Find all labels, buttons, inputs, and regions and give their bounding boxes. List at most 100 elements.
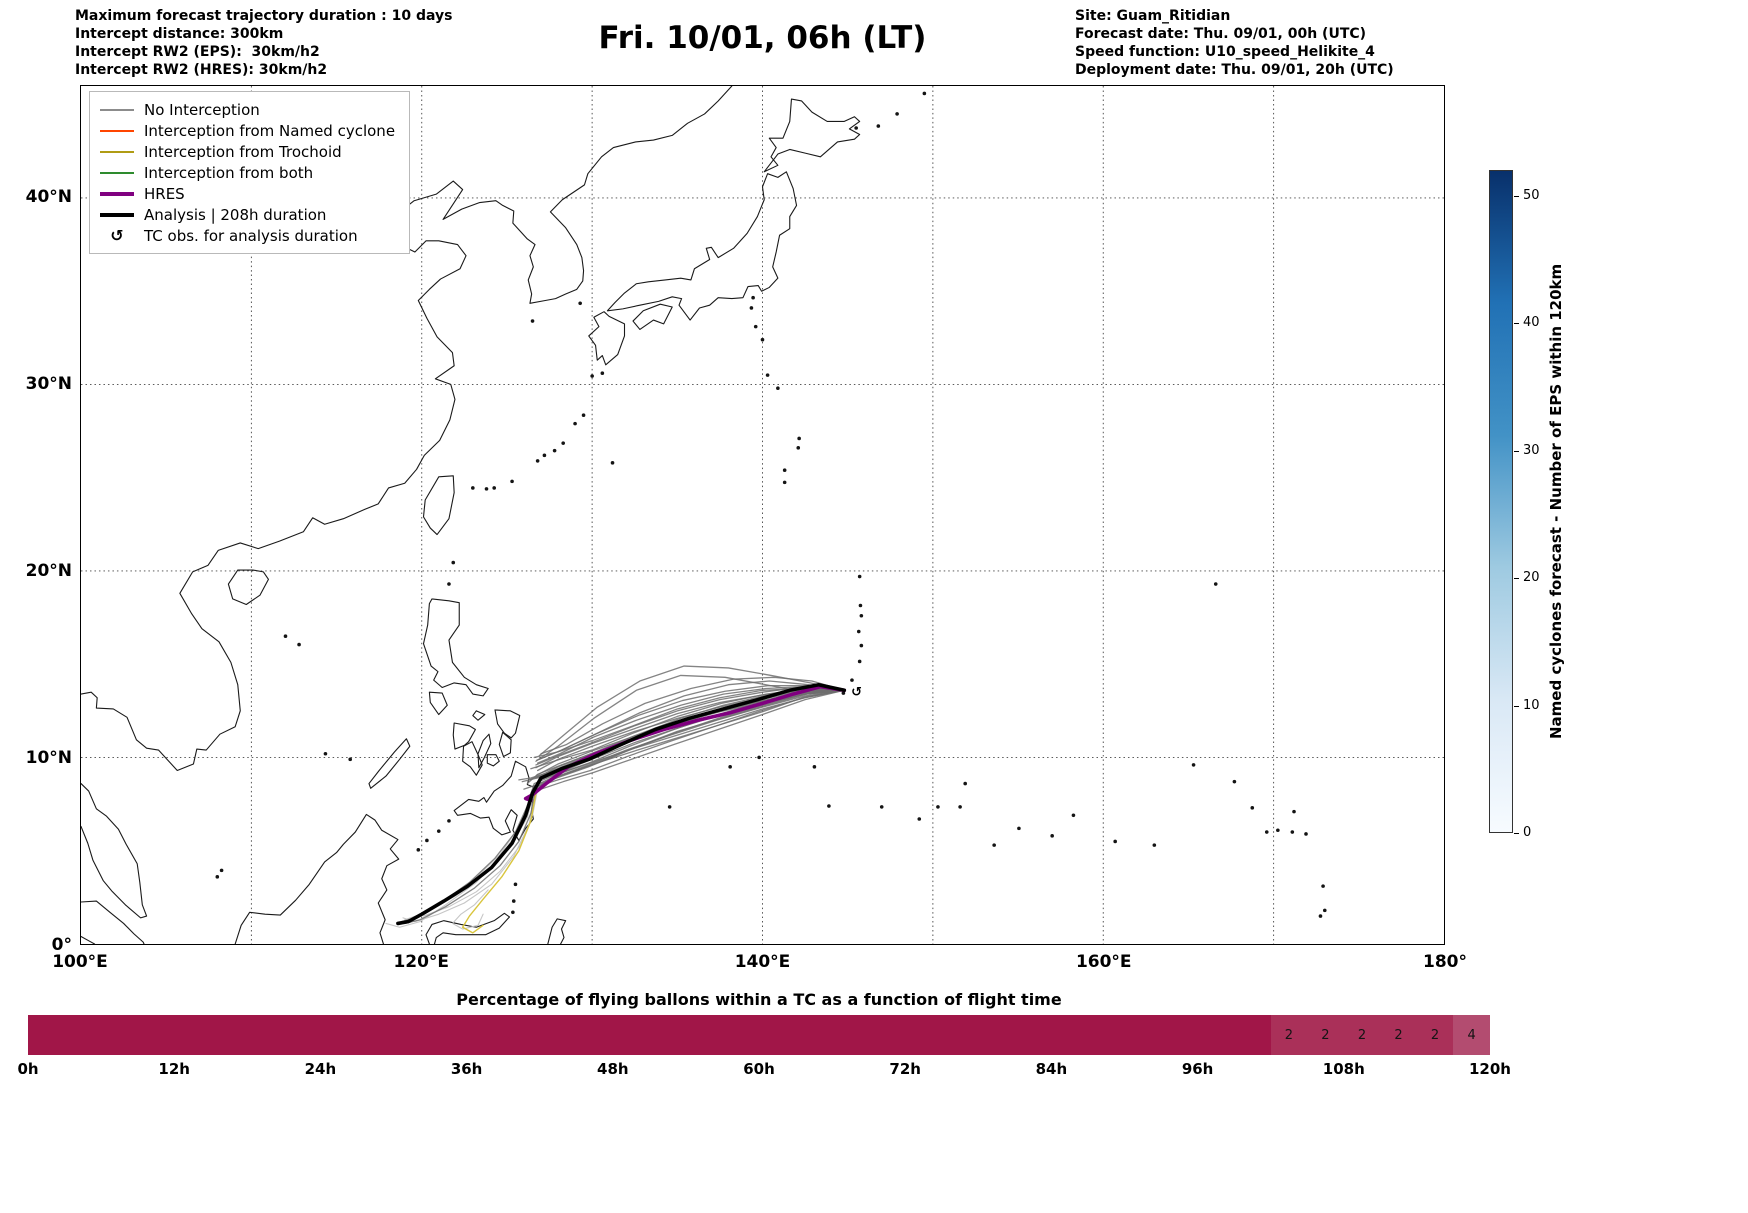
trajectory-map: ↺ No Interception Interception from Named…	[80, 85, 1445, 945]
island-dot	[510, 479, 514, 484]
island-dot	[1292, 809, 1296, 814]
island-dot	[348, 757, 353, 762]
island-dot	[492, 486, 496, 490]
track-analysis-208h-duration	[396, 682, 847, 926]
island-dot	[963, 781, 967, 786]
flight-bar-cell	[1051, 1015, 1088, 1055]
flight-bar-cell	[1124, 1015, 1161, 1055]
island-dot	[1071, 813, 1076, 818]
flight-bar-cell	[1234, 1015, 1271, 1055]
island-dot	[876, 124, 881, 128]
track-no-interception	[536, 685, 845, 764]
island-dot	[1213, 582, 1218, 586]
flight-bar-cell	[356, 1015, 394, 1055]
island-dot	[879, 805, 884, 809]
flight-bar-cell: 2	[1380, 1015, 1417, 1055]
island-dot	[827, 804, 831, 808]
y-tick-label: 20°N	[25, 561, 72, 582]
track-no-interception	[540, 689, 845, 790]
legend-item-label: TC obs. for analysis duration	[144, 226, 358, 245]
flight-time-tick-label: 24h	[304, 1060, 337, 1078]
intercept-rw2-eps-text: Intercept RW2 (EPS): 30km/h2	[75, 44, 320, 60]
island-dot	[1304, 832, 1308, 836]
flight-time-tick-label: 36h	[450, 1060, 483, 1078]
flight-bar-cell	[941, 1015, 979, 1055]
island-dot	[796, 446, 801, 450]
island-dot	[425, 838, 429, 843]
track-no-interception	[536, 689, 845, 788]
coastline	[498, 731, 512, 758]
legend-line-swatch	[100, 150, 134, 153]
colorbar-tick-label: 50	[1523, 187, 1540, 203]
coastline	[453, 760, 535, 841]
island-dot	[573, 421, 577, 426]
legend-items: No Interception Interception from Named c…	[100, 99, 395, 246]
flight-bar-cell	[868, 1015, 906, 1055]
island-dot	[581, 413, 586, 418]
flight-bar-cell	[576, 1015, 613, 1055]
coastline	[462, 741, 483, 776]
coastline	[606, 171, 798, 321]
coastline	[632, 303, 673, 330]
legend-item: Interception from Trochoid	[100, 141, 395, 162]
flight-bar-cell	[64, 1015, 102, 1055]
flight-bar-cell	[393, 1015, 431, 1055]
flight-time-tick-label: 48h	[597, 1060, 629, 1078]
flight-bar-cell	[758, 1015, 796, 1055]
colorbar-tick-mark	[1514, 450, 1519, 452]
legend-item: Interception from both	[100, 162, 395, 183]
flight-bar-cell	[612, 1015, 650, 1055]
flight-bar-cell	[174, 1015, 211, 1055]
island-dot	[751, 295, 755, 300]
island-dot	[447, 582, 451, 586]
forecast-date-text: Forecast date: Thu. 09/01, 00h (UTC)	[1075, 26, 1367, 42]
flight-bar-cell	[539, 1015, 577, 1055]
colorbar-tick-label: 40	[1523, 315, 1540, 330]
island-dot	[513, 882, 518, 887]
colorbar-tick-label: 30	[1523, 442, 1540, 458]
coastline	[368, 738, 411, 789]
coastline	[425, 912, 511, 944]
legend-item-label: Interception from both	[144, 163, 314, 182]
tc-obs-symbol-icon: ↺	[110, 225, 124, 245]
flight-bar-cell: 2	[1307, 1015, 1344, 1055]
flight-bar-cell	[685, 1015, 723, 1055]
island-dot	[447, 819, 451, 823]
coastline	[547, 918, 567, 944]
y-tick-label: 30°N	[25, 374, 72, 395]
track-no-interception	[538, 665, 845, 757]
coastline	[81, 935, 96, 944]
y-tick-label: 10°N	[25, 748, 72, 769]
island-dot	[782, 480, 787, 485]
flight-bar-cell: 2	[1416, 1015, 1454, 1055]
island-dot	[857, 574, 862, 579]
island-dot	[857, 659, 862, 664]
coastline	[763, 98, 861, 173]
island-dot	[561, 441, 565, 445]
island-dot	[859, 643, 864, 648]
site-text: Site: Guam_Ritidian	[1075, 8, 1231, 24]
flight-bar-cell	[832, 1015, 869, 1055]
island-dot	[600, 371, 605, 376]
flight-bar-cell	[1087, 1015, 1125, 1055]
island-dot	[1250, 806, 1255, 810]
flight-time-chart-title: Percentage of flying ballons within a TC…	[456, 990, 1062, 1009]
track-no-interception	[536, 685, 845, 761]
coastline	[422, 475, 455, 536]
island-dot	[610, 461, 615, 465]
island-dot	[1264, 830, 1269, 834]
island-dot	[511, 910, 515, 915]
colorbar-tick-label: 20	[1523, 570, 1540, 585]
island-dot	[922, 91, 927, 96]
island-dot	[749, 306, 754, 310]
island-dot	[1050, 834, 1054, 838]
island-dot	[436, 829, 441, 833]
legend-item: No Interception	[100, 99, 395, 120]
island-dot	[1321, 884, 1325, 888]
island-dot	[797, 436, 801, 441]
island-dot	[1113, 839, 1117, 844]
intercept-distance-text: Intercept distance: 300km	[75, 26, 284, 42]
island-dot	[757, 755, 761, 760]
